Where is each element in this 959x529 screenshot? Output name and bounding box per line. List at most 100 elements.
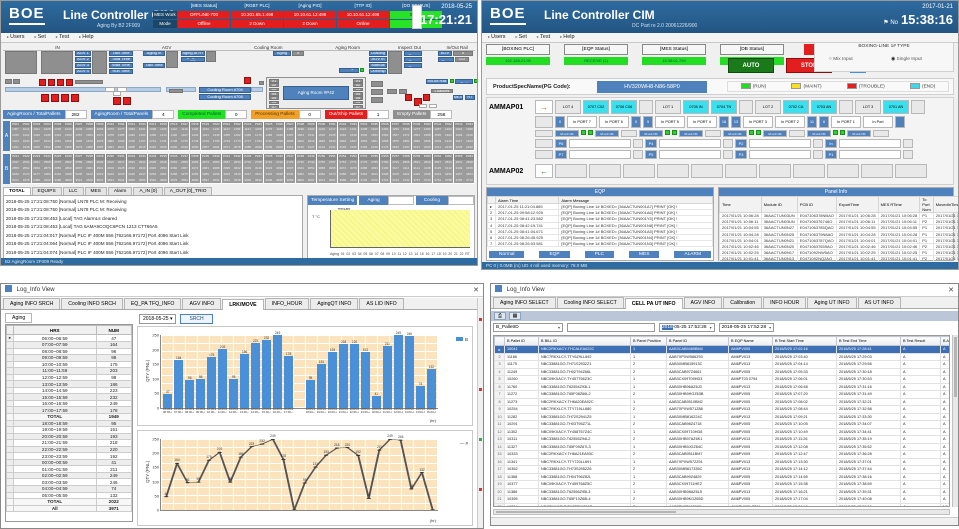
pallet-cell[interactable]: 3625 bbox=[242, 178, 253, 184]
pallet-cell[interactable]: 3639 bbox=[263, 178, 274, 184]
table-row[interactable]: 12 11302 NBC09KXACY-TY458T67Z4C 1 AAB3CX09T1… bbox=[494, 427, 949, 436]
pallet-cell[interactable]: 3660 bbox=[295, 178, 306, 184]
pallet-cell[interactable]: 3569 bbox=[158, 178, 169, 184]
table-row[interactable]: 4 11249 NBC33881GO-TH02T94Z66L 2 AAB3CAB97Z4… bbox=[494, 367, 949, 376]
pallet-cell[interactable]: 1399 bbox=[137, 133, 148, 139]
table-row[interactable]: 5 10260 NBC09KXACY-TY457T66Z3C 1 AAB3CX09T09… bbox=[494, 375, 949, 384]
pallet-cell[interactable]: 1112 bbox=[168, 127, 179, 133]
pallet-cell[interactable]: 2806 bbox=[401, 160, 412, 166]
pallet-cell[interactable]: 1448 bbox=[211, 133, 222, 139]
module-cell[interactable]: 0703 AN bbox=[811, 100, 837, 114]
pallet-cell[interactable]: 1189 bbox=[284, 127, 296, 133]
pallet-cell[interactable]: 2127 bbox=[306, 145, 317, 151]
pallet-cell[interactable]: 2841 bbox=[453, 160, 464, 166]
pallet-cell[interactable]: 2162 bbox=[358, 145, 369, 151]
pallet-cell[interactable]: 2050 bbox=[189, 145, 201, 151]
pallet-cell[interactable]: 3443 bbox=[432, 172, 443, 178]
mimic-cooling-room-708[interactable]: Cooling Room #708 bbox=[199, 94, 251, 100]
pallet-cell[interactable]: 1504 bbox=[295, 133, 306, 139]
module-cell[interactable]: 0702 CA bbox=[783, 100, 809, 114]
pallet-cell[interactable]: 2113 bbox=[284, 145, 296, 151]
table-row[interactable]: 3 11175 NBC33881GO-TH71S2932Z1 2 AAB3XMB8159… bbox=[494, 360, 949, 369]
pallet-cell[interactable]: 2057 bbox=[200, 145, 211, 151]
pallet-cell[interactable]: 1175 bbox=[263, 127, 274, 133]
hourly-count-table[interactable]: HRS NUM ▸ 06:00~06:59 47 07:00~07:59 164 08:00~… bbox=[5, 324, 133, 522]
pallet-cell[interactable]: 3303 bbox=[221, 172, 232, 178]
pallet-cell[interactable]: 1560 bbox=[379, 133, 391, 139]
p-box[interactable] bbox=[659, 150, 721, 159]
pallet-cell[interactable]: 3562 bbox=[147, 178, 158, 184]
menu-item-users[interactable]: Users bbox=[7, 34, 24, 41]
pallet-cell[interactable]: 3709 bbox=[369, 178, 380, 184]
pallet-cell[interactable]: 1252 bbox=[379, 127, 391, 133]
pallet-cell[interactable]: 1791 bbox=[263, 139, 274, 145]
pallet-cell[interactable]: 2155 bbox=[348, 145, 359, 151]
pallet-cell[interactable]: 2078 bbox=[232, 145, 243, 151]
pallet-cell[interactable]: 1595 bbox=[432, 133, 443, 139]
pallet-cell[interactable]: 2638 bbox=[147, 160, 158, 166]
menu-item-set[interactable]: Set bbox=[516, 34, 527, 41]
menu-item-help[interactable]: Help bbox=[79, 34, 93, 41]
mimic-tact-time[interactable]: Tact Time bbox=[438, 57, 454, 62]
pallet-cell[interactable]: 1693 bbox=[116, 139, 127, 145]
br-tab-2[interactable]: CELL PA UT INFO bbox=[624, 298, 683, 309]
pallet-cell[interactable]: 1973 bbox=[73, 145, 84, 151]
pallet-cell[interactable]: 3023 bbox=[263, 166, 274, 172]
p-box[interactable] bbox=[569, 139, 631, 148]
p-box[interactable] bbox=[569, 150, 631, 159]
hour-row[interactable]: All 3971 bbox=[6, 504, 132, 513]
pallet-cell[interactable]: 1035 bbox=[52, 127, 63, 133]
grid-icon[interactable]: ▦ bbox=[509, 312, 521, 320]
search-button[interactable]: SRCH bbox=[180, 314, 213, 324]
pallet-cell[interactable]: 2750 bbox=[316, 160, 327, 166]
pallet-cell[interactable]: 2960 bbox=[168, 166, 179, 172]
pallet-cell[interactable]: 1210 bbox=[316, 127, 327, 133]
pallet-cell[interactable]: 3247 bbox=[137, 172, 148, 178]
pallet-cell[interactable]: 2939 bbox=[137, 166, 148, 172]
pallet-cell[interactable]: 2848 bbox=[464, 160, 475, 166]
pallet-cell[interactable]: 2869 bbox=[31, 166, 42, 172]
pallet-cell[interactable]: 3464 bbox=[464, 172, 475, 178]
tl-tab-2[interactable]: LLC bbox=[62, 187, 84, 195]
table-row[interactable]: 20 11386 NBC33881GO-T62556Z95L3 1 AAB3XHB98A… bbox=[494, 487, 949, 496]
pallet-cell[interactable]: 2925 bbox=[116, 166, 127, 172]
pallet-cell[interactable]: 2932 bbox=[126, 166, 137, 172]
pallet-cell[interactable]: 2148 bbox=[337, 145, 348, 151]
date-to-picker[interactable]: 2018-05-25 17:52:28 bbox=[718, 323, 775, 332]
tl-tab-5[interactable]: A_IN [0] bbox=[133, 187, 163, 195]
pallet-cell[interactable]: 3688 bbox=[337, 178, 348, 184]
pallet-cell[interactable]: 3149 bbox=[453, 166, 464, 172]
table-row[interactable]: 2017/01/21 10:04:01 36AACTUN0N21 E04710637… bbox=[719, 236, 958, 244]
bl-tab-2[interactable]: EQ_PA TFQ_INFO bbox=[123, 298, 182, 309]
pallet-cell[interactable]: 1763 bbox=[221, 139, 232, 145]
br-col-2[interactable]: B Panel Position bbox=[630, 336, 667, 346]
table-row[interactable]: 2017/01/21 10:04:28 36AACTUN0N25 E04710637… bbox=[719, 230, 958, 238]
pallet-cell[interactable]: 1357 bbox=[73, 133, 84, 139]
mimic-run-time[interactable]: Run Time bbox=[404, 63, 422, 68]
pallet-cell[interactable]: 3058 bbox=[316, 166, 327, 172]
pallet-cell[interactable]: 1126 bbox=[189, 127, 201, 133]
pallet-cell[interactable]: 1910 bbox=[443, 139, 454, 145]
pallet-cell[interactable]: 2575 bbox=[52, 160, 63, 166]
pallet-cell[interactable]: 1770 bbox=[232, 139, 243, 145]
pallet-cell[interactable]: 3681 bbox=[327, 178, 338, 184]
pallet-cell[interactable]: 2687 bbox=[221, 160, 232, 166]
module-cell[interactable]: 0707 C02 bbox=[583, 100, 609, 114]
auto-button[interactable]: AUTO bbox=[728, 58, 774, 73]
pallet-cell[interactable]: 3758 bbox=[443, 178, 454, 184]
pallet-cell[interactable]: 1322 bbox=[21, 133, 32, 139]
port-cell[interactable]: In Port bbox=[863, 116, 893, 128]
pallet-cell[interactable]: 1672 bbox=[84, 139, 95, 145]
pallet-cell[interactable]: 2855 bbox=[10, 166, 21, 172]
pallet-cell[interactable]: 1735 bbox=[179, 139, 190, 145]
pallet-cell[interactable]: 3079 bbox=[348, 166, 359, 172]
pallet-cell[interactable]: 1287 bbox=[432, 127, 443, 133]
pallet-cell[interactable]: 1119 bbox=[179, 127, 190, 133]
pallet-cell[interactable]: 1665 bbox=[73, 139, 84, 145]
pallet-cell[interactable]: 1700 bbox=[126, 139, 137, 145]
menu-item-test[interactable]: Test bbox=[56, 34, 69, 41]
table-row[interactable]: 22 10234 NBC7WV1CLT-TY8TT16Z99P 2 AAB7PX8T16… bbox=[494, 502, 949, 506]
table-row[interactable]: 2 11166 NBC7RKXLCY-TTY6Z9LL692 1 AAB7XPXW566… bbox=[494, 352, 949, 361]
tl-tab-6[interactable]: A_OUT [0]_TRIO bbox=[163, 187, 213, 195]
p-box[interactable] bbox=[749, 139, 811, 148]
